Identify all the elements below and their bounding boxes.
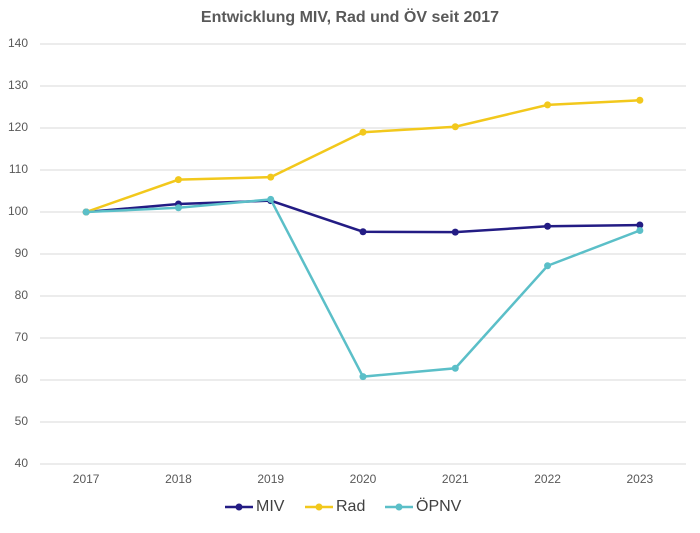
series-line bbox=[86, 199, 640, 234]
y-tick-label: 90 bbox=[15, 246, 29, 260]
data-point bbox=[636, 226, 644, 234]
x-tick-label: 2019 bbox=[257, 472, 284, 486]
chart-title: Entwicklung MIV, Rad und ÖV seit 2017 bbox=[201, 7, 499, 26]
y-tick-label: 80 bbox=[15, 288, 29, 302]
data-point bbox=[636, 221, 644, 229]
x-tick-label: 2017 bbox=[73, 472, 100, 486]
data-point bbox=[267, 195, 275, 203]
x-tick-label: 2018 bbox=[165, 472, 192, 486]
y-tick-label: 120 bbox=[8, 120, 28, 134]
x-tick-label: 2020 bbox=[350, 472, 377, 486]
data-point bbox=[359, 373, 367, 381]
data-point bbox=[359, 128, 367, 136]
legend-marker bbox=[315, 503, 323, 511]
y-tick-label: 130 bbox=[8, 78, 28, 92]
legend-label: MIV bbox=[256, 498, 285, 515]
y-tick-label: 50 bbox=[15, 414, 29, 428]
legend-marker bbox=[395, 503, 403, 511]
legend: MIV Rad ÖPNV bbox=[225, 497, 462, 515]
data-point bbox=[544, 101, 552, 109]
y-tick-label: 110 bbox=[9, 162, 28, 176]
data-point bbox=[174, 204, 182, 212]
y-tick-label: 60 bbox=[15, 372, 29, 386]
data-point bbox=[636, 96, 644, 104]
x-tick-label: 2023 bbox=[627, 472, 654, 486]
data-point bbox=[544, 222, 552, 230]
data-point bbox=[359, 228, 367, 236]
data-point bbox=[451, 123, 459, 131]
x-tick-label: 2021 bbox=[442, 472, 469, 486]
data-point bbox=[451, 228, 459, 236]
legend-marker bbox=[235, 503, 243, 511]
y-tick-label: 70 bbox=[15, 330, 29, 344]
data-point bbox=[451, 364, 459, 372]
y-tick-label: 140 bbox=[8, 36, 28, 50]
legend-label: ÖPNV bbox=[416, 497, 462, 515]
data-point bbox=[82, 208, 90, 216]
legend-label: Rad bbox=[336, 498, 365, 515]
y-tick-label: 40 bbox=[15, 456, 29, 470]
x-tick-label: 2022 bbox=[534, 472, 561, 486]
data-point bbox=[267, 173, 275, 181]
series-line bbox=[85, 99, 640, 214]
y-tick-label: 100 bbox=[8, 204, 28, 218]
data-point bbox=[544, 262, 552, 270]
data-point bbox=[174, 176, 182, 184]
